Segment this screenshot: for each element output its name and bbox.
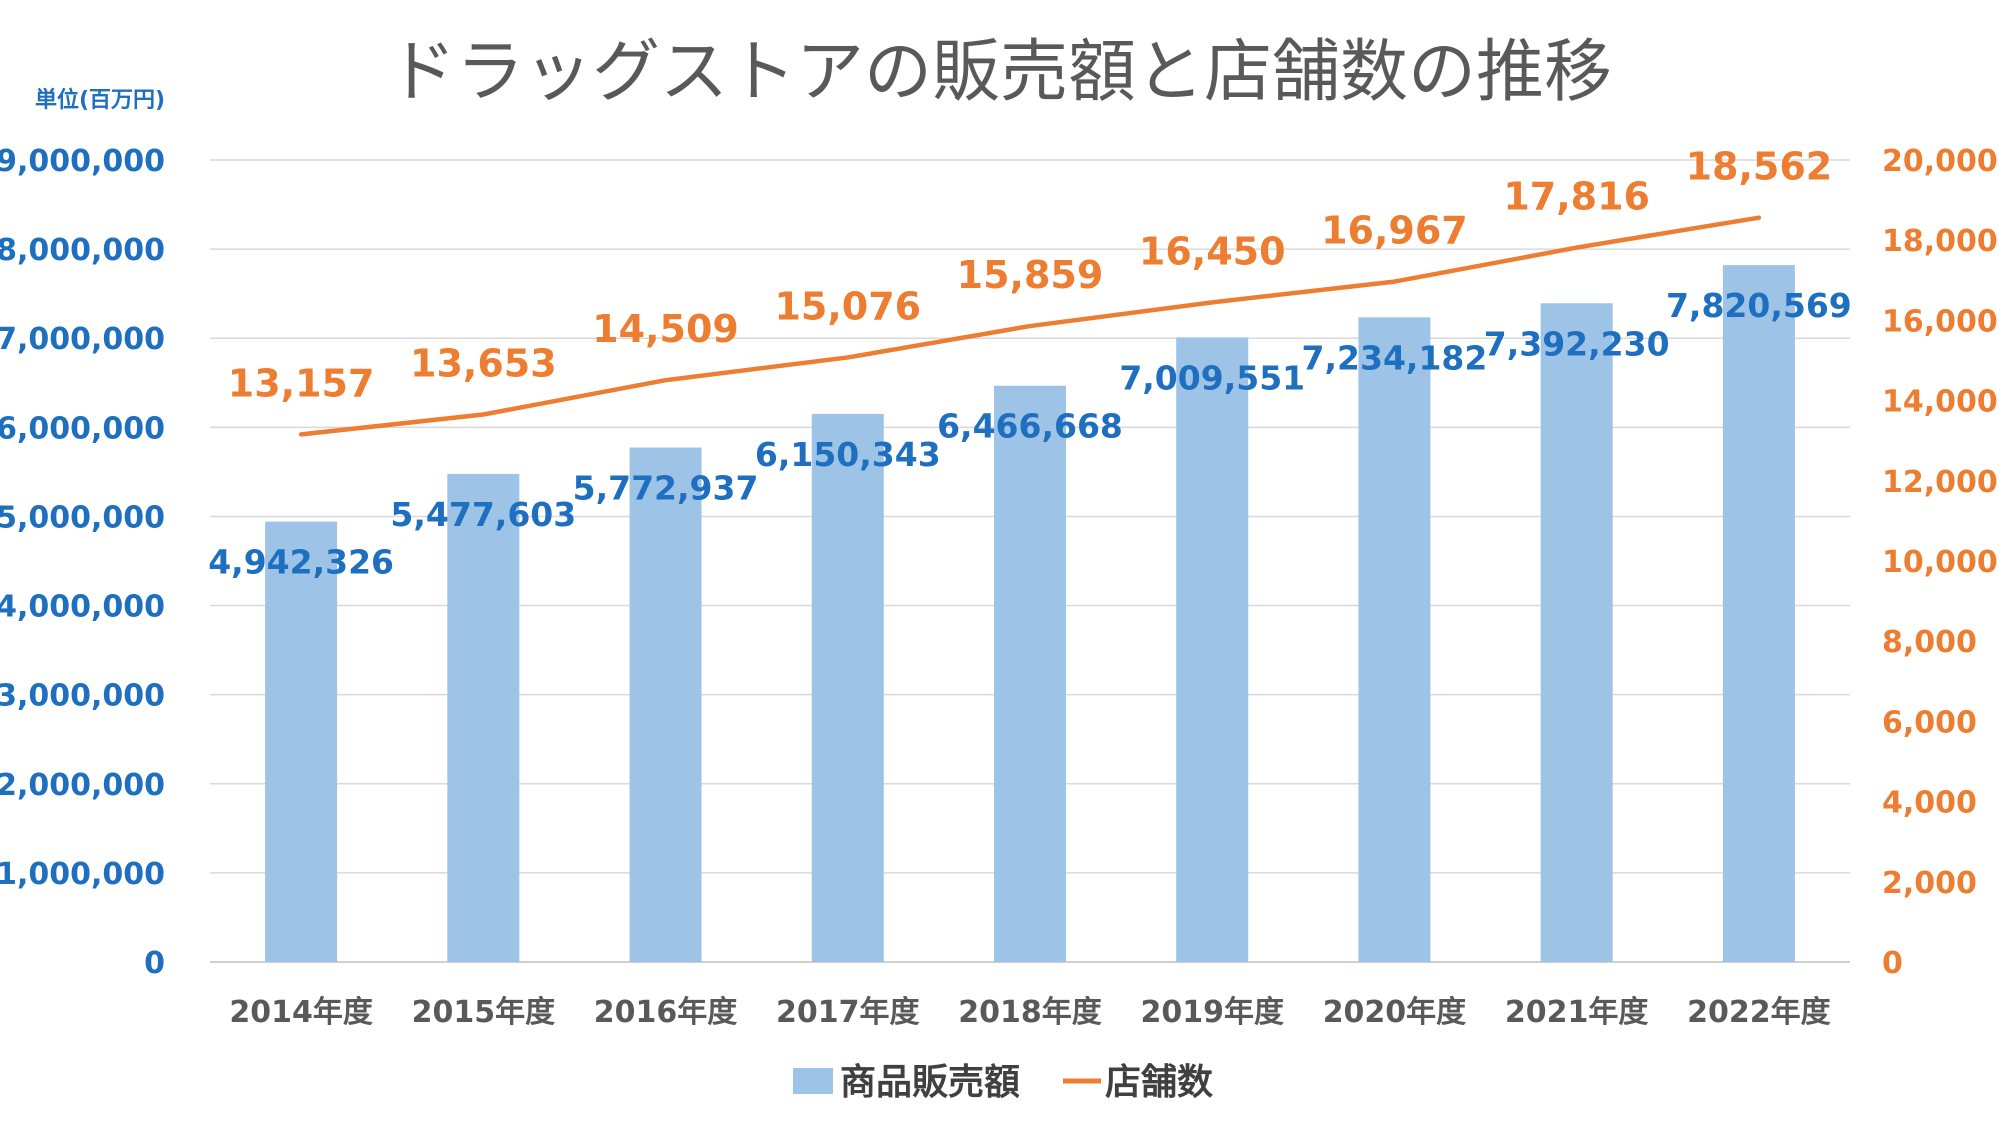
y-left-tick-label: 0 <box>144 946 165 981</box>
line-data-label: 18,562 <box>1686 145 1833 189</box>
line-data-label: 16,967 <box>1321 209 1468 253</box>
y-right-tick-label: 0 <box>1882 946 1903 981</box>
bar-data-label: 5,772,937 <box>573 469 759 508</box>
bar <box>1540 303 1613 963</box>
x-tick-label: 2022年度 <box>1687 995 1831 1030</box>
y-right-tick-label: 18,000 <box>1882 224 1998 259</box>
bar <box>447 473 520 962</box>
y-left-tick-label: 8,000,000 <box>0 233 165 268</box>
bar-data-label: 7,820,569 <box>1666 286 1852 325</box>
y-left-tick-label: 5,000,000 <box>0 500 165 535</box>
bar-data-label: 6,150,343 <box>755 435 941 474</box>
legend: 商品販売額 店舗数 <box>793 1062 1213 1103</box>
bar-data-label: 7,392,230 <box>1484 324 1670 363</box>
x-axis: 2014年度 2015年度 2016年度 2017年度 2018年度 2019年度 2020… <box>229 995 1830 1030</box>
y-left-tick-label: 9,000,000 <box>0 144 165 179</box>
bar-series <box>265 265 1795 963</box>
line-series <box>298 215 1762 437</box>
y-left-tick-label: 7,000,000 <box>0 322 165 357</box>
y-right-tick-label: 20,000 <box>1882 144 1998 179</box>
y-right-tick-label: 16,000 <box>1882 304 1998 339</box>
y-left-tick-label: 3,000,000 <box>0 679 165 714</box>
line-data-label: 13,653 <box>410 342 557 386</box>
y-left-tick-label: 1,000,000 <box>0 857 165 892</box>
bar <box>994 385 1066 962</box>
y-left-tick-label: 4,000,000 <box>0 590 165 625</box>
y-axis-left: 0 1,000,000 2,000,000 3,000,000 4,000,000 5,0… <box>0 144 165 981</box>
line-data-label: 15,076 <box>774 284 921 328</box>
bar-data-labels: 4,942,326 5,477,6035,772,9376,150,3436,46… <box>208 286 1852 581</box>
legend-label-bar: 商品販売額 <box>840 1062 1020 1103</box>
x-tick-label: 2016年度 <box>594 995 738 1030</box>
line-data-labels: 13,157 13,653 14,509 15,076 15,859 16,450 16,9… <box>228 145 1832 406</box>
x-tick-label: 2019年度 <box>1140 995 1284 1030</box>
bar <box>1358 317 1431 962</box>
chart-title: ドラッグストアの販売額と店舗数の推移 <box>388 33 1612 112</box>
x-tick-label: 2021年度 <box>1505 995 1649 1030</box>
line-data-label: 17,816 <box>1503 175 1650 219</box>
bar <box>1722 265 1795 962</box>
bar-data-label: 4,942,326 <box>208 543 394 582</box>
unit-label: 単位(百万円) <box>35 87 165 113</box>
y-right-tick-label: 8,000 <box>1882 625 1977 660</box>
y-right-tick-label: 6,000 <box>1882 705 1977 740</box>
line-data-label: 13,157 <box>228 361 375 405</box>
y-right-tick-label: 4,000 <box>1882 786 1977 821</box>
x-tick-label: 2017年度 <box>776 995 920 1030</box>
y-left-tick-label: 6,000,000 <box>0 411 165 446</box>
x-tick-label: 2015年度 <box>412 995 556 1030</box>
bar-data-label: 6,466,668 <box>937 407 1123 446</box>
y-axis-right: 0 2,000 4,000 6,000 8,000 10,000 12,000 14,000 1… <box>1882 144 1998 981</box>
legend-label-line: 店舗数 <box>1105 1062 1213 1103</box>
bar-data-label: 7,234,182 <box>1302 338 1488 377</box>
line-data-label: 16,450 <box>1139 229 1286 273</box>
y-right-tick-label: 10,000 <box>1882 545 1998 580</box>
y-right-tick-label: 12,000 <box>1882 465 1998 500</box>
bar <box>265 521 338 962</box>
bar <box>811 413 884 962</box>
x-tick-label: 2014年度 <box>229 995 373 1030</box>
line-data-label: 15,859 <box>957 253 1104 297</box>
bar <box>1176 337 1249 963</box>
bar-data-label: 5,477,603 <box>390 495 576 534</box>
legend-swatch-bar <box>793 1068 833 1094</box>
bar-data-label: 7,009,551 <box>1119 358 1305 397</box>
y-right-tick-label: 14,000 <box>1882 385 1998 420</box>
y-left-tick-label: 2,000,000 <box>0 768 165 803</box>
x-tick-label: 2018年度 <box>958 995 1102 1030</box>
bar <box>629 447 702 963</box>
x-tick-label: 2020年度 <box>1323 995 1467 1030</box>
y-right-tick-label: 2,000 <box>1882 866 1977 901</box>
line-data-label: 14,509 <box>592 307 739 351</box>
